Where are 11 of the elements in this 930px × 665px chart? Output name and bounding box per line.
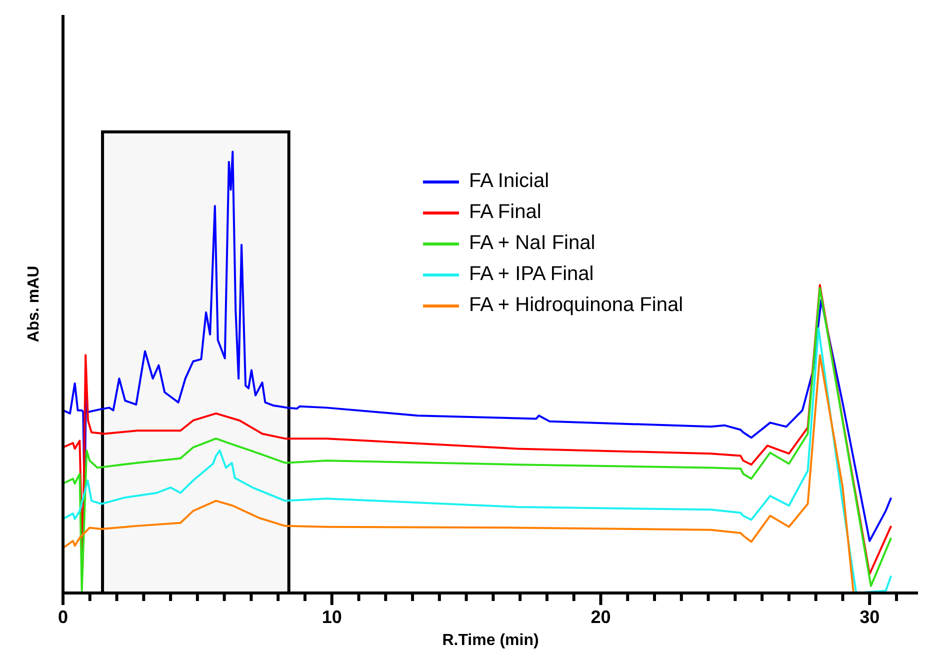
x-tick-label: 20 xyxy=(590,607,611,627)
x-axis-title: R.Time (min) xyxy=(442,632,539,649)
x-tick-label: 0 xyxy=(58,607,68,627)
legend-label: FA + NaI Final xyxy=(469,232,596,255)
legend-label: FA + Hidroquinona Final xyxy=(469,294,684,317)
y-axis-title: Abs. mAU xyxy=(26,266,43,342)
legend-label: FA Final xyxy=(469,201,542,224)
x-tick-label: 30 xyxy=(860,607,880,627)
x-tick-label: 10 xyxy=(322,607,342,627)
legend-label: FA + IPA Final xyxy=(469,263,594,286)
legend-label: FA Inicial xyxy=(469,170,550,193)
